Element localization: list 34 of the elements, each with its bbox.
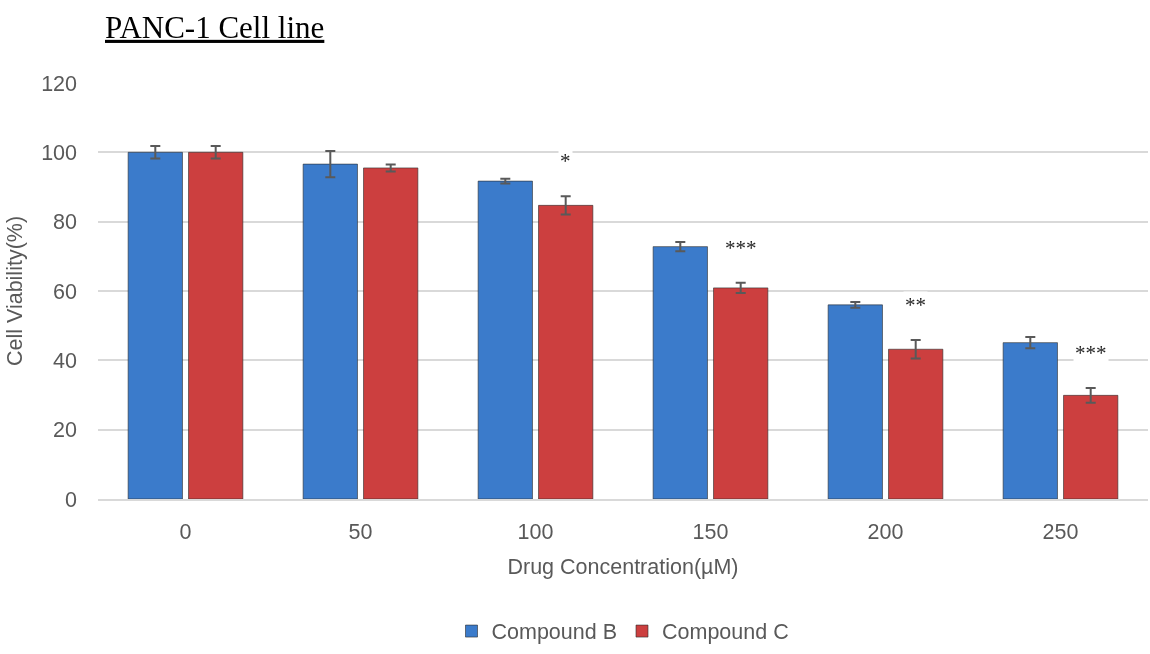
x-axis-title: Drug Concentration(µM) — [507, 554, 739, 579]
y-tick-label: 120 — [41, 71, 78, 96]
y-tick-label: 40 — [53, 348, 78, 373]
annotation: ** — [905, 293, 926, 317]
annotation: *** — [725, 236, 757, 260]
bar — [477, 180, 533, 499]
legend-label: Compound B — [491, 620, 617, 645]
y-tick-label: 80 — [53, 210, 78, 235]
bar — [652, 246, 708, 499]
annotation: * — [560, 149, 571, 173]
legend-label: Compound C — [662, 620, 789, 645]
chart-title: PANC-1 Cell line — [105, 9, 325, 45]
y-axis-title: Cell Viability(%) — [3, 215, 28, 367]
x-tick-label: 50 — [348, 519, 373, 544]
y-tick-label: 60 — [53, 279, 78, 304]
x-tick-label: 200 — [867, 519, 904, 544]
bar — [888, 348, 944, 499]
bar — [713, 287, 769, 499]
x-tick-label: 100 — [517, 519, 554, 544]
x-tick-label: 250 — [1042, 519, 1079, 544]
bar — [302, 163, 358, 499]
bar — [1063, 395, 1119, 499]
bar — [1002, 342, 1058, 499]
y-tick-label: 100 — [41, 140, 78, 165]
bar — [127, 152, 183, 499]
x-tick-label: 0 — [179, 519, 192, 544]
bar — [538, 205, 594, 499]
annotation: *** — [1075, 341, 1107, 365]
bar — [188, 152, 244, 499]
y-tick-label: 20 — [53, 418, 78, 443]
bar — [363, 167, 419, 499]
bar — [827, 304, 883, 499]
y-tick-label: 0 — [65, 487, 78, 512]
x-tick-label: 150 — [692, 519, 729, 544]
